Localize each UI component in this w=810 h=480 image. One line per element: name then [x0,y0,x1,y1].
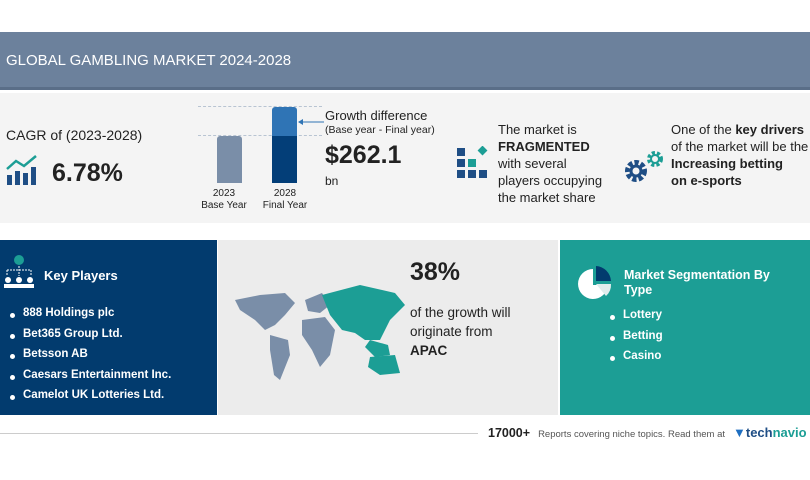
segmentation-title: Market Segmentation By Type [624,268,770,297]
growth-value: $262.1 [325,141,402,169]
key-players-title: Key Players [44,268,118,283]
segmentation-list: Lottery Betting Casino [608,309,663,371]
fragmented-blocks-icon [457,146,488,178]
region-text: of the growth will originate from APAC [410,305,511,358]
list-item: Betting [608,330,663,351]
cagr-value: 6.78% [52,159,123,187]
key-players-list: 888 Holdings plc Bet365 Group Ltd. Betss… [8,307,171,410]
list-item: Lottery [608,309,663,330]
list-item: Betsson AB [8,348,171,369]
bar-2028-growth [272,107,297,136]
region-panel: 38% of the growth will originate from APAC [218,240,558,415]
region-percent: 38% [410,258,461,286]
world-map-icon [235,285,405,380]
growth-title: Growth difference [325,108,428,123]
fragmented-text: The market is FRAGMENTED with several playe… [498,122,603,205]
list-item: 888 Holdings plc [8,307,171,328]
gears-icon [625,151,663,182]
bar-label-2028: 2028 Final Year [262,188,308,211]
bar-2028-base [272,136,297,183]
technavio-logo[interactable]: ▼technavio [733,425,807,440]
footer: 17000+ Reports covering niche topics. Re… [488,425,807,440]
logo-arrow-icon: ▼ [733,425,746,440]
footer-count: 17000+ [488,426,531,440]
summary-strip: CAGR of (2023-2028) 6.78% 2023 Base Year … [0,93,810,223]
bar-2023 [217,136,242,183]
bar-label-2023: 2023 Base Year [201,188,247,211]
growth-chart-icon [6,155,37,185]
list-item: Caesars Entertainment Inc. [8,369,171,390]
pie-chart-icon [578,266,612,299]
list-item: Camelot UK Lotteries Ltd. [8,389,171,410]
growth-subtitle: (Base year - Final year) [325,124,435,136]
key-players-panel: Key Players 888 Holdings plc Bet365 Grou… [0,240,217,415]
page-title: GLOBAL GAMBLING MARKET 2024-2028 [6,52,292,69]
list-item: Casino [608,350,663,371]
list-item: Bet365 Group Ltd. [8,328,171,349]
segmentation-panel: Market Segmentation By Type Lottery Betti… [560,240,810,415]
footer-divider [0,433,478,434]
header-banner: GLOBAL GAMBLING MARKET 2024-2028 [0,32,810,90]
drivers-text: One of the key drivers of the market will… [671,122,809,188]
footer-text: Reports covering niche topics. Read them… [538,429,725,440]
cagr-label: CAGR of (2023-2028) [6,127,143,143]
players-hierarchy-icon [4,255,34,288]
growth-unit: bn [325,174,339,188]
arrow-icon [298,119,324,125]
